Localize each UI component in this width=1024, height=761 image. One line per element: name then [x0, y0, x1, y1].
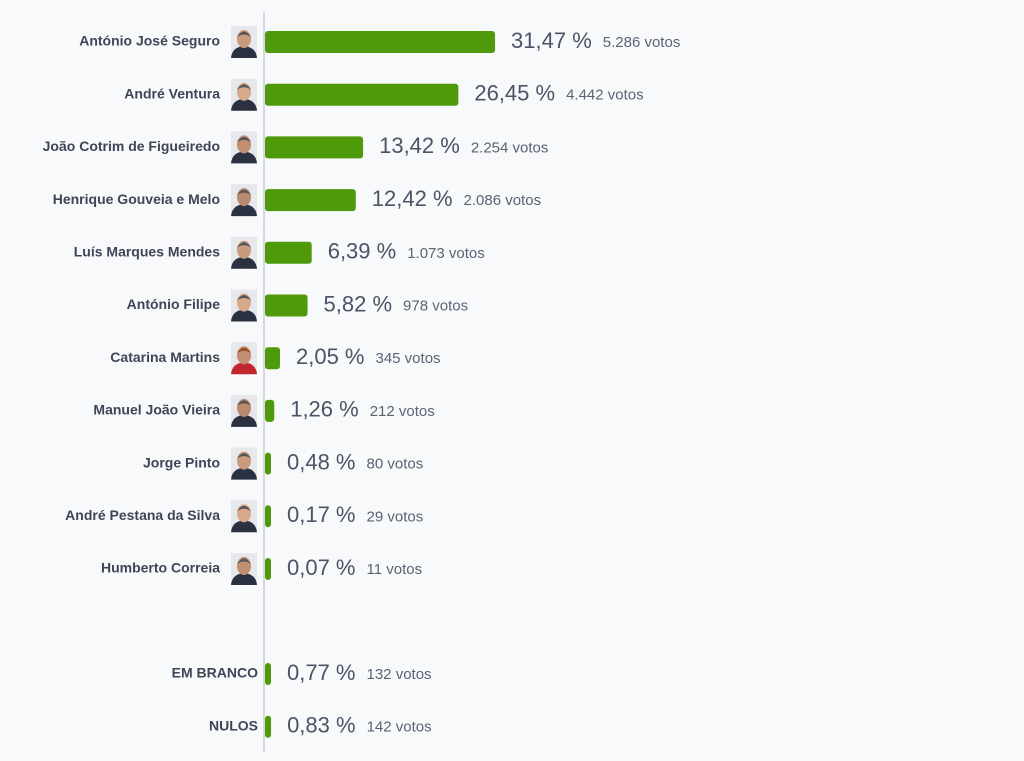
percent-label: 0,83 % — [287, 713, 356, 738]
photo-hair — [237, 347, 251, 354]
candidate-photo — [231, 78, 257, 111]
candidate-name: André Pestana da Silva — [65, 507, 220, 523]
photo-body — [231, 204, 257, 217]
candidate-photo — [231, 342, 257, 375]
photo-hair — [237, 31, 251, 37]
votes-label: 142 votos — [367, 719, 432, 736]
photo-body — [231, 46, 257, 58]
votes-label: 132 votos — [367, 666, 432, 683]
photo-hair — [237, 136, 251, 143]
bar — [265, 294, 308, 317]
photo-body — [231, 309, 257, 322]
candidate-name: João Cotrim de Figueiredo — [43, 138, 220, 154]
votes-label: 4.442 votos — [566, 87, 644, 104]
votes-label: 345 votos — [375, 350, 440, 367]
candidate-photo — [231, 447, 257, 480]
votes-label: 11 votos — [367, 561, 423, 578]
candidate-photo — [231, 394, 257, 427]
photo-hair — [237, 505, 251, 512]
candidate-name: André Ventura — [124, 85, 220, 101]
votes-label: 2.254 votos — [471, 139, 549, 156]
bar — [265, 83, 459, 106]
bar — [265, 505, 271, 528]
candidate-name: Jorge Pinto — [143, 454, 220, 470]
bar — [265, 558, 271, 580]
candidate-name: António Filipe — [127, 296, 221, 312]
candidate-photo — [231, 236, 257, 269]
votes-label: 2.086 votos — [464, 192, 542, 209]
bar — [265, 715, 272, 738]
photo-body — [231, 414, 257, 427]
percent-label: 0,77 % — [287, 660, 356, 685]
bar — [265, 241, 312, 264]
candidate-name: NULOS — [209, 717, 258, 733]
candidate-name: Luís Marques Mendes — [74, 244, 220, 260]
votes-label: 5.286 votos — [603, 34, 681, 51]
photo-hair — [237, 558, 251, 564]
percent-label: 0,07 % — [287, 555, 356, 580]
bar — [265, 399, 275, 422]
votes-label: 978 votos — [403, 297, 468, 314]
candidate-photo — [231, 26, 257, 58]
votes-label: 80 votos — [367, 456, 424, 473]
bar — [265, 452, 271, 475]
photo-hair — [237, 84, 251, 90]
photo-body — [231, 151, 257, 164]
photo-body — [231, 520, 257, 533]
percent-label: 6,39 % — [328, 239, 397, 264]
photo-body — [231, 467, 257, 480]
candidate-name: EM BRANCO — [172, 665, 258, 681]
bar — [265, 189, 356, 212]
candidate-name: Catarina Martins — [110, 349, 220, 365]
candidate-name: António José Seguro — [79, 33, 220, 49]
percent-label: 31,47 % — [511, 28, 592, 53]
photo-hair — [237, 242, 251, 248]
candidate-name: Humberto Correia — [101, 560, 220, 576]
candidate-photo — [231, 131, 257, 164]
photo-body — [231, 362, 257, 375]
percent-label: 0,17 % — [287, 502, 356, 527]
bar — [265, 347, 280, 370]
candidate-photo — [231, 289, 257, 322]
percent-label: 26,45 % — [474, 81, 555, 106]
votes-label: 29 votos — [367, 508, 424, 525]
photo-body — [231, 573, 257, 585]
percent-label: 2,05 % — [296, 344, 365, 369]
photo-body — [231, 256, 257, 269]
photo-hair — [237, 189, 251, 196]
bar — [265, 31, 496, 53]
votes-label: 1.073 votos — [407, 245, 485, 262]
percent-label: 12,42 % — [372, 186, 453, 211]
photo-hair — [237, 453, 251, 459]
votes-label: 212 votos — [370, 403, 435, 420]
bar — [265, 136, 364, 159]
percent-label: 0,48 % — [287, 449, 356, 474]
percent-label: 5,82 % — [324, 291, 393, 316]
percent-label: 13,42 % — [379, 133, 460, 158]
photo-body — [231, 98, 257, 111]
bar — [265, 663, 271, 685]
candidate-name: Henrique Gouveia e Melo — [53, 191, 220, 207]
photo-hair — [237, 295, 251, 301]
candidate-name: Manuel João Vieira — [93, 402, 220, 418]
candidate-photo — [231, 184, 257, 217]
percent-label: 1,26 % — [290, 397, 359, 422]
photo-hair — [237, 400, 251, 406]
candidate-photo — [231, 553, 257, 585]
candidate-photo — [231, 500, 257, 533]
